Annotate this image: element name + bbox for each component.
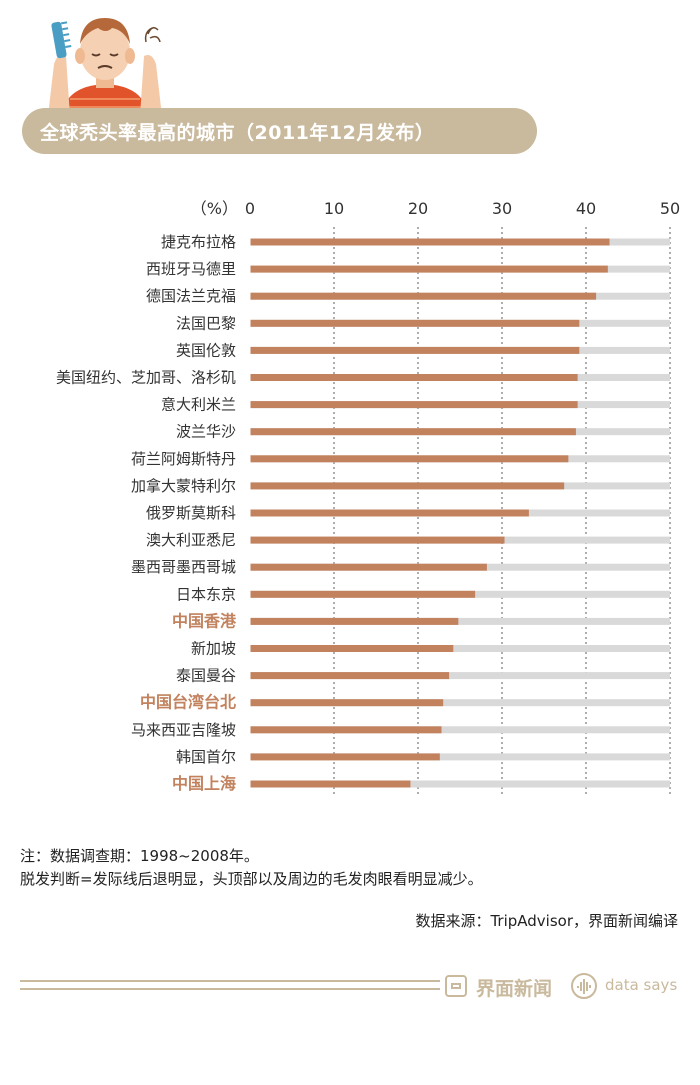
- bar: [250, 428, 576, 436]
- category-label: 俄罗斯莫斯科: [146, 504, 236, 522]
- bar-track: [250, 617, 670, 625]
- category-label: 澳大利亚悉尼: [146, 531, 236, 549]
- category-label: 美国纽约、芝加哥、洛杉矶: [56, 369, 236, 387]
- bar: [250, 319, 580, 327]
- bar: [250, 401, 578, 409]
- bar-track: [250, 726, 670, 734]
- brand-tagline: data says: [605, 976, 678, 994]
- x-tick-label: 10: [324, 199, 344, 218]
- x-tick-label: 30: [492, 199, 512, 218]
- category-label: 中国香港: [172, 611, 237, 630]
- x-tick-label: 50: [660, 199, 680, 218]
- bar: [250, 482, 565, 490]
- category-label: 加拿大蒙特利尔: [131, 477, 236, 495]
- bar: [250, 509, 529, 517]
- jiemian-logo-icon: [445, 975, 467, 997]
- bar: [250, 292, 597, 300]
- note-definition: 脱发判断=发际线后退明显，头顶部以及周边的毛发肉眼看明显减少。: [20, 870, 483, 888]
- category-label: 法国巴黎: [176, 314, 236, 332]
- data-source: 数据来源：TripAdvisor，界面新闻编译: [415, 912, 678, 930]
- category-label: 韩国首尔: [176, 748, 236, 766]
- bar: [250, 455, 569, 463]
- bar: [250, 374, 578, 381]
- category-label: 泰国曼谷: [176, 667, 236, 685]
- bar-track: [250, 780, 670, 788]
- bar-track: [250, 753, 670, 761]
- category-label: 中国上海: [172, 774, 236, 793]
- bar: [250, 563, 487, 571]
- bar: [250, 617, 459, 625]
- category-label: 马来西亚吉隆坡: [131, 721, 236, 739]
- bar-track: [250, 645, 670, 652]
- data-says-icon: [571, 973, 597, 999]
- bar: [250, 346, 580, 354]
- category-label: 新加坡: [191, 640, 236, 658]
- bar-track: [250, 672, 670, 680]
- category-label: 意大利米兰: [161, 396, 236, 414]
- category-label: 中国台湾台北: [140, 693, 236, 712]
- bar-track: [250, 699, 670, 707]
- notes: 注：数据调查期：1998~2008年。 脱发判断=发际线后退明显，头顶部以及周边…: [20, 845, 483, 891]
- x-tick-label: 20: [408, 199, 428, 218]
- bar: [250, 699, 444, 707]
- category-label: 荷兰阿姆斯特丹: [131, 450, 236, 468]
- x-tick-label: 40: [576, 199, 596, 218]
- page-title: 全球秃头率最高的城市（2011年12月发布）: [40, 122, 435, 144]
- brand-name: 界面新闻: [476, 978, 553, 1000]
- category-label: 英国伦敦: [176, 341, 236, 359]
- bar: [250, 645, 454, 652]
- axis-unit-label: （%）: [191, 199, 238, 218]
- bar-chart: （%） 0 10 20 30 40 50 捷克布拉格西班牙马德里德国法兰克福法国巴黎英国伦敦美…: [56, 199, 680, 794]
- bar: [250, 780, 411, 788]
- bar: [250, 753, 440, 761]
- bar: [250, 726, 442, 734]
- bar: [250, 672, 450, 680]
- category-label: 墨西哥墨西哥城: [131, 558, 236, 576]
- note-period: 注：数据调查期：1998~2008年。: [20, 847, 259, 865]
- category-label: 德国法兰克福: [146, 287, 236, 305]
- bar: [250, 265, 608, 273]
- footer-divider: [20, 980, 440, 994]
- bar: [250, 238, 610, 246]
- bar: [250, 536, 505, 544]
- title-banner: [22, 108, 537, 154]
- x-tick-label: 0: [245, 199, 255, 218]
- category-label: 捷克布拉格: [161, 233, 236, 251]
- category-label: 西班牙马德里: [146, 260, 236, 278]
- category-label: 波兰华沙: [176, 423, 236, 441]
- bar: [250, 590, 476, 598]
- balding-man-illustration: [40, 4, 170, 116]
- category-label: 日本东京: [176, 585, 236, 603]
